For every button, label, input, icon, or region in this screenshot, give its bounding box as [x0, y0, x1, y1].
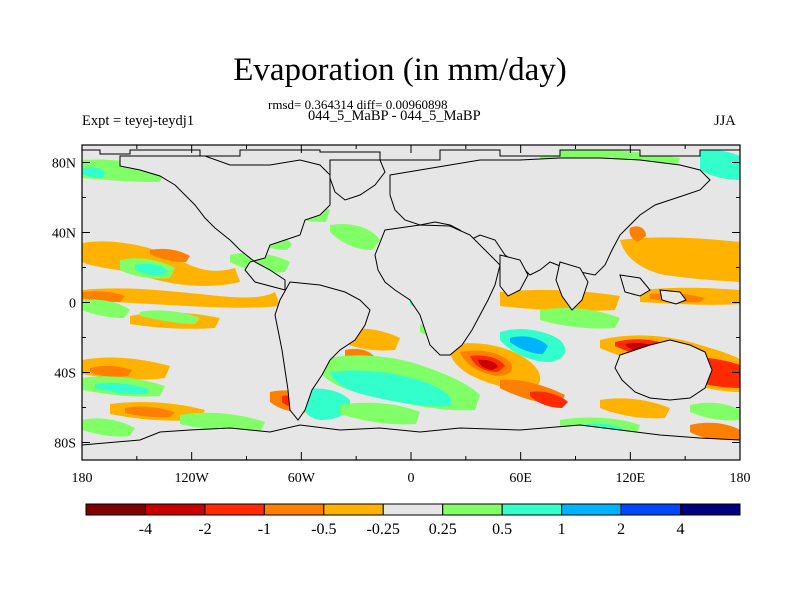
colorbar-label: -1: [258, 521, 271, 538]
colorbar-swatches: [85, 503, 741, 516]
colorbar-swatch: [144, 503, 206, 516]
colorbar-label: -2: [198, 521, 211, 538]
colorbar-swatch: [501, 503, 563, 516]
y-axis: 80N 40N 0 40S 80S: [52, 157, 740, 452]
colorbar-label: -0.25: [367, 521, 400, 538]
colorbar-swatch: [263, 503, 325, 516]
x-tick-label: 120E: [616, 471, 646, 486]
x-tick-label: 180: [730, 471, 751, 486]
colorbar-swatch: [561, 503, 622, 516]
season-label: JJA: [714, 113, 736, 129]
colorbar-label: -0.5: [311, 521, 336, 538]
y-tick-label: 0: [69, 297, 76, 312]
colorbar-label: 0.5: [492, 521, 512, 538]
map-field: [81, 144, 741, 461]
x-tick-label: 0: [408, 471, 415, 486]
colorbar-label: 0.25: [429, 521, 457, 538]
y-tick-label: 80S: [54, 437, 76, 452]
y-tick-label: 40N: [52, 227, 76, 242]
x-tick-label: 180: [72, 471, 93, 486]
colorbar-swatch: [620, 503, 682, 516]
colorbar-swatch: [382, 503, 444, 516]
colorbar-label: -4: [139, 521, 152, 538]
colorbar-swatch: [85, 503, 146, 516]
experiment-label: Expt = teyej-teydj1: [82, 113, 195, 129]
x-axis: 180 120W 60W 0 60E 120E 180: [72, 145, 751, 486]
colorbar-label: 1: [558, 521, 566, 538]
y-tick-label: 80N: [52, 157, 76, 172]
x-tick-label: 60W: [288, 471, 316, 486]
case-label: 044_5_MaBP - 044_5_MaBP: [308, 108, 481, 124]
colorbar-swatch: [323, 503, 384, 516]
coastlines: [81, 144, 741, 461]
colorbar-swatch: [442, 503, 503, 516]
colorbar-labels: -4 -2 -1 -0.5 -0.25 0.25 0.5 1 2 4: [139, 521, 685, 538]
x-tick-label: 120W: [175, 471, 210, 486]
colorbar-label: 2: [617, 521, 625, 538]
y-tick-label: 40S: [54, 367, 76, 382]
chart-title: Evaporation (in mm/day): [233, 52, 567, 88]
colorbar-swatch: [204, 503, 265, 516]
colorbar-swatch: [680, 503, 741, 516]
stats-line: rmsd= 0.364314 diff= 0.00960898: [268, 97, 448, 112]
x-tick-label: 60E: [509, 471, 532, 486]
colorbar-label: 4: [677, 521, 685, 538]
